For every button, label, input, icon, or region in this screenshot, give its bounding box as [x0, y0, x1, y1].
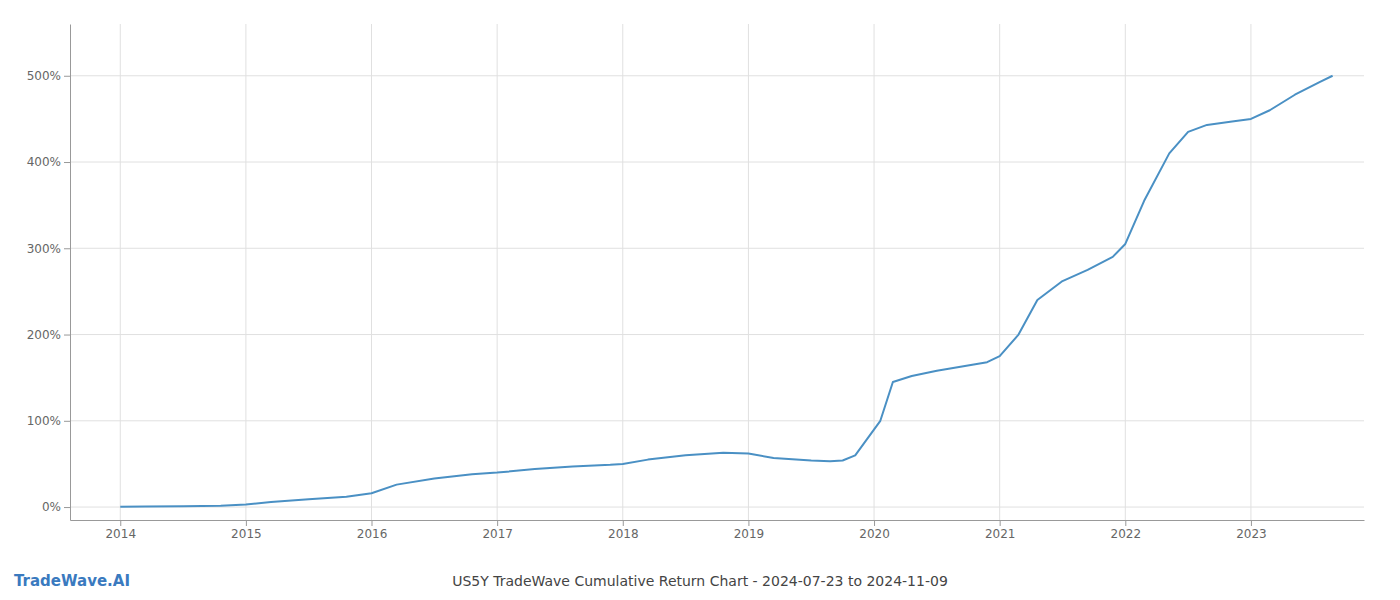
- tick-label: 2021: [985, 527, 1016, 541]
- grid: [70, 24, 1364, 520]
- plot: 2014 2015 2016 2017 2018 2019 2020 2021 2022 2023…: [27, 24, 1365, 541]
- tick-label: 2022: [1111, 527, 1142, 541]
- tick: 2020: [859, 520, 890, 541]
- tick: 2014: [105, 520, 136, 541]
- tick-mark: [372, 520, 373, 526]
- tick-label: 200%: [27, 328, 61, 342]
- grid-line: [1125, 24, 1126, 520]
- grid-line: [120, 24, 121, 520]
- tick-label: 100%: [27, 414, 61, 428]
- grid-line: [70, 248, 1364, 249]
- tick-label: 300%: [27, 242, 61, 256]
- tick: 2019: [734, 520, 765, 541]
- tick: 300%: [27, 242, 70, 256]
- tick-mark: [246, 520, 247, 526]
- x-axis: 2014 2015 2016 2017 2018 2019 2020 2021 2022 2023: [71, 520, 1365, 541]
- tick-mark: [874, 520, 875, 526]
- tick-mark: [64, 421, 70, 422]
- grid-line: [999, 24, 1000, 520]
- tick-label: 400%: [27, 155, 61, 169]
- tick-label: 0%: [42, 500, 61, 514]
- grid-line: [70, 162, 1364, 163]
- grid-line: [70, 334, 1364, 335]
- tick-label: 2018: [608, 527, 639, 541]
- tick-label: 2019: [734, 527, 765, 541]
- tick: 2022: [1111, 520, 1142, 541]
- tick-mark: [748, 520, 749, 526]
- tick-mark: [1251, 520, 1252, 526]
- tick: 0%: [42, 500, 70, 514]
- grid-line: [70, 75, 1364, 76]
- tick: 200%: [27, 328, 70, 342]
- tick: 100%: [27, 414, 70, 428]
- tick-mark: [120, 520, 121, 526]
- tick-label: 2015: [231, 527, 262, 541]
- marks: [120, 76, 1332, 507]
- tick-mark: [623, 520, 624, 526]
- tick-mark: [1125, 520, 1126, 526]
- tick-mark: [64, 248, 70, 249]
- tick: 2015: [231, 520, 262, 541]
- axis-line: [71, 520, 1365, 521]
- tick: 2017: [482, 520, 513, 541]
- tick: 2021: [985, 520, 1016, 541]
- tick: 2016: [357, 520, 388, 541]
- tick-label: 2016: [357, 527, 388, 541]
- tick-mark: [64, 162, 70, 163]
- grid-line: [622, 24, 623, 520]
- chart: 2014 2015 2016 2017 2018 2019 2020 2021 2022 2023…: [0, 0, 1400, 600]
- y-axis: 0% 100% 200% 300% 400% 500%: [27, 25, 71, 521]
- tick: 2023: [1236, 520, 1267, 541]
- grid-line: [497, 24, 498, 520]
- tick: 2018: [608, 520, 639, 541]
- tick-mark: [497, 520, 498, 526]
- grid-line: [371, 24, 372, 520]
- tick-mark: [64, 507, 70, 508]
- grid-line: [748, 24, 749, 520]
- tick: 500%: [27, 69, 70, 83]
- tick-label: 500%: [27, 69, 61, 83]
- tick-mark: [1000, 520, 1001, 526]
- grid-line: [1250, 24, 1251, 520]
- grid-line: [874, 24, 875, 520]
- tick-mark: [64, 335, 70, 336]
- tick-label: 2017: [482, 527, 513, 541]
- watermark: TradeWave.AI: [14, 572, 130, 590]
- tick-label: 2014: [105, 527, 136, 541]
- line: [120, 76, 1332, 507]
- title: US5Y TradeWave Cumulative Return Chart -…: [452, 573, 948, 589]
- grid-line: [245, 24, 246, 520]
- grid-line: [70, 507, 1364, 508]
- tick: 400%: [27, 155, 70, 169]
- axis-line: [70, 25, 71, 521]
- grid-line: [70, 420, 1364, 421]
- tick-label: 2023: [1236, 527, 1267, 541]
- tick-label: 2020: [859, 527, 890, 541]
- tick-mark: [64, 76, 70, 77]
